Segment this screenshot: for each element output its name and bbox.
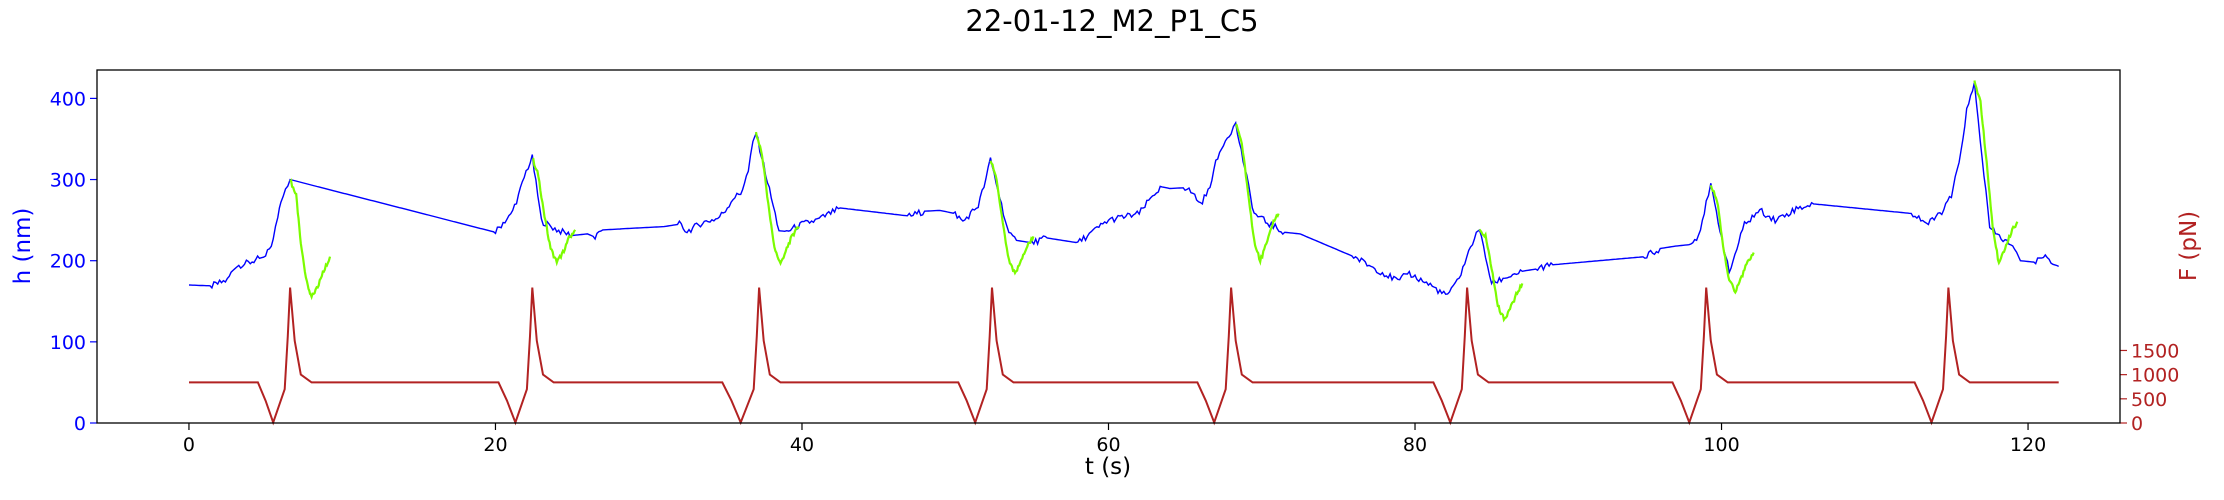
y-axis-right-title: F (pN) — [2176, 211, 2202, 281]
pulse-segment — [1478, 228, 1524, 323]
plot-area — [188, 80, 2059, 426]
y-left-tick-label: 0 — [74, 413, 86, 435]
y-right-tick-label: 0 — [2131, 413, 2143, 435]
x-tick-label: 20 — [483, 434, 507, 456]
height-trace — [188, 82, 2059, 296]
pulse-segment — [531, 157, 577, 267]
y-left-tick-label: 200 — [50, 251, 86, 273]
x-axis: 0 20 40 60 80 100 120 — [183, 423, 2046, 456]
pulse-segment — [1973, 80, 2019, 266]
plot-frame — [96, 69, 2121, 424]
chart-title: 22-01-12_M2_P1_C5 — [965, 4, 1258, 38]
pulse-segment — [1709, 184, 1755, 295]
y-right-tick-label: 500 — [2131, 389, 2167, 411]
y-axis-left-title: h (nm) — [10, 208, 36, 285]
y-axis-left: 0 100 200 300 400 — [50, 88, 97, 435]
x-axis-title: t (s) — [1085, 454, 1131, 480]
y-left-tick-label: 100 — [50, 332, 86, 354]
y-left-tick-label: 400 — [50, 88, 86, 110]
y-right-tick-label: 1500 — [2131, 340, 2179, 362]
pulse-segment — [289, 178, 332, 301]
y-right-tick-label: 1000 — [2131, 365, 2179, 387]
x-tick-label: 100 — [1703, 434, 1739, 456]
x-tick-label: 0 — [183, 434, 195, 456]
x-tick-label: 60 — [1096, 434, 1120, 456]
pulse-segment — [754, 131, 800, 267]
x-tick-label: 120 — [2010, 434, 2046, 456]
force-trace — [189, 287, 2059, 426]
y-left-tick-label: 300 — [50, 170, 86, 192]
pulse-segment — [989, 160, 1035, 276]
x-tick-label: 40 — [790, 434, 814, 456]
pulse-segment — [1234, 123, 1280, 266]
x-tick-label: 80 — [1403, 434, 1427, 456]
